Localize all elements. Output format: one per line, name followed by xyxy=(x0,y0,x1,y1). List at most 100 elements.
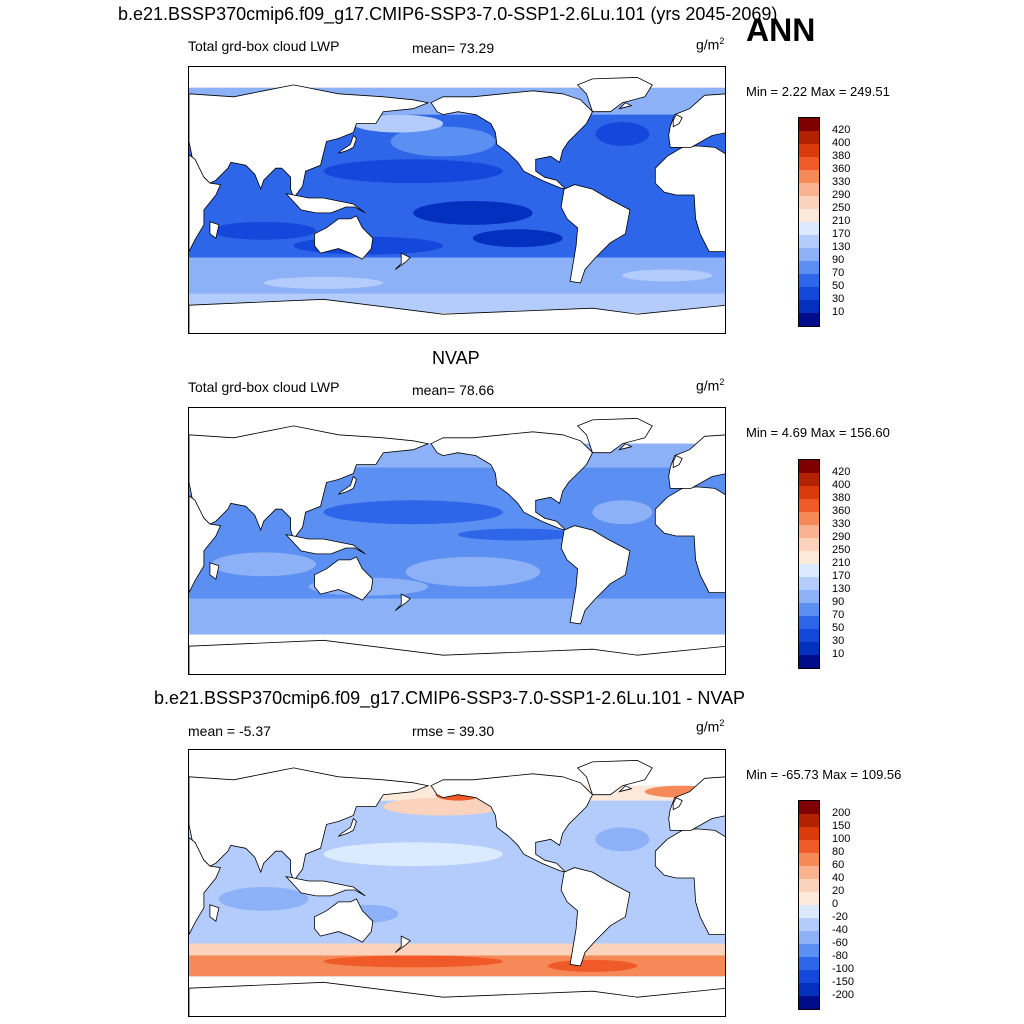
colorbar-swatch xyxy=(799,603,819,616)
colorbar-swatch xyxy=(799,538,819,551)
colorbar-swatch xyxy=(799,473,819,486)
colorbar-swatch xyxy=(799,814,819,827)
colorbar-tick-label: 380 xyxy=(832,150,851,162)
colorbar-swatch xyxy=(799,957,819,970)
field-contour xyxy=(547,959,638,972)
coastline-antarctica xyxy=(189,298,725,333)
colorbar-tick-label: 290 xyxy=(832,189,851,201)
colorbar-swatches xyxy=(798,459,820,669)
colorbar-tick-label: 30 xyxy=(832,635,845,647)
panel-2-minmax: Min = 4.69 Max = 156.60 xyxy=(746,425,890,440)
colorbar-swatch xyxy=(799,235,819,248)
coastline-eurasia xyxy=(189,767,430,882)
colorbar-tick-label: 250 xyxy=(832,544,851,556)
colorbar-swatch xyxy=(799,170,819,183)
colorbar-swatch xyxy=(799,801,819,814)
coastline-africa_w xyxy=(654,145,725,253)
colorbar-swatch xyxy=(799,222,819,235)
colorbar-tick-label: 70 xyxy=(832,609,845,621)
colorbar-tick-label: 420 xyxy=(832,466,851,478)
colorbar-swatch xyxy=(799,970,819,983)
colorbar-tick-label: 170 xyxy=(832,570,851,582)
colorbar-tick-label: 30 xyxy=(832,293,845,305)
panel-3-minmax: Min = -65.73 Max = 109.56 xyxy=(746,767,902,782)
coastline-uk xyxy=(672,114,683,128)
colorbar-swatch xyxy=(799,300,819,313)
colorbar-tick-label: 400 xyxy=(832,137,851,149)
coastline-nz xyxy=(394,593,411,611)
field-contour xyxy=(383,797,503,816)
coastline-europe_w xyxy=(668,93,725,148)
panel-1-map xyxy=(188,66,726,334)
field-contour xyxy=(413,201,533,225)
panel-3-unit: g/m2 xyxy=(696,718,725,735)
colorbar-tick-label: -100 xyxy=(832,963,855,975)
coastline-indonesia xyxy=(284,875,366,897)
field-contour xyxy=(405,556,541,587)
coastline-uk xyxy=(672,797,683,811)
colorbar-swatch xyxy=(799,209,819,222)
coastline-australia xyxy=(314,556,374,601)
colorbar-swatch xyxy=(799,655,819,668)
colorbar-tick-label: 50 xyxy=(832,622,845,634)
field-contour xyxy=(211,552,317,577)
colorbar-swatch xyxy=(799,840,819,853)
field-contour xyxy=(263,276,384,289)
coastline-madagascar xyxy=(209,562,220,580)
colorbar-swatch xyxy=(799,892,819,905)
colorbar-tick-label: 200 xyxy=(832,807,851,819)
colorbar-swatch xyxy=(799,196,819,209)
field-contour xyxy=(211,221,317,240)
colorbar-swatch xyxy=(799,879,819,892)
coastline-japan xyxy=(338,134,357,154)
colorbar-tick-label: 210 xyxy=(832,557,851,569)
colorbar-swatch xyxy=(799,287,819,300)
coastline-s_america xyxy=(560,184,631,284)
colorbar-tick-label: -60 xyxy=(832,937,848,949)
field-contour xyxy=(323,955,503,968)
colorbar-swatch xyxy=(799,642,819,655)
coastline-africa_w xyxy=(654,828,725,936)
colorbar-tick-label: 360 xyxy=(832,163,851,175)
colorbar-tick-label: 100 xyxy=(832,833,851,845)
panel-2-colorbar: 420 400 380 360 330 290 250 210 170 130 90 70 50 30 10 xyxy=(798,459,850,669)
field-contour xyxy=(458,528,578,541)
coastline-antarctica xyxy=(189,639,725,674)
colorbar-tick-label: 80 xyxy=(832,846,845,858)
colorbar-swatch xyxy=(799,144,819,157)
field-contour xyxy=(595,827,650,852)
colorbar-swatch xyxy=(799,931,819,944)
map-svg xyxy=(189,67,725,333)
field-band xyxy=(189,598,725,635)
colorbar-swatch xyxy=(799,827,819,840)
colorbar-swatch xyxy=(799,157,819,170)
colorbar-swatch xyxy=(799,551,819,564)
colorbar-tick-label: 330 xyxy=(832,518,851,530)
coastline-europe_w xyxy=(668,434,725,489)
coastline-n_america xyxy=(430,90,593,190)
field-contour xyxy=(323,842,503,867)
field-contour xyxy=(472,229,563,248)
colorbar-swatch xyxy=(799,577,819,590)
coastline-madagascar xyxy=(209,221,220,239)
coastline-eurasia xyxy=(189,84,430,199)
colorbar-tick-label: 40 xyxy=(832,872,845,884)
panel-2-left-label: Total grd-box cloud LWP xyxy=(188,379,340,395)
colorbar-tick-label: 150 xyxy=(832,820,851,832)
coastline-japan xyxy=(338,475,357,495)
colorbar-swatch xyxy=(799,616,819,629)
coastline-africa xyxy=(189,495,221,593)
coastline-africa_w xyxy=(654,486,725,594)
coastline-greenland2 xyxy=(618,785,633,793)
colorbar-swatch xyxy=(799,983,819,996)
colorbar-swatch xyxy=(799,590,819,603)
colorbar-swatch xyxy=(799,183,819,196)
colorbar-tick-label: 0 xyxy=(832,898,839,910)
coastline-australia xyxy=(314,898,374,943)
field-band xyxy=(189,943,725,956)
field-contour xyxy=(323,159,503,184)
coastline-greenland2 xyxy=(618,443,633,451)
coastline-antarctica xyxy=(189,981,725,1016)
coastline-japan xyxy=(338,817,357,837)
field-contour xyxy=(390,126,496,157)
